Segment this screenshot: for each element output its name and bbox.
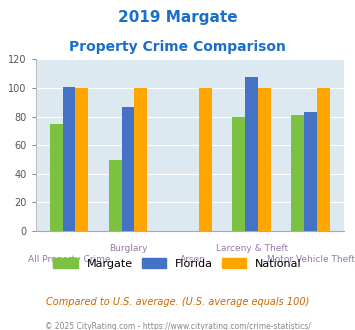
Bar [245, 77, 258, 231]
Bar [200, 88, 212, 231]
Text: © 2025 CityRating.com - https://www.cityrating.com/crime-statistics/: © 2025 CityRating.com - https://www.city… [45, 322, 310, 330]
Text: Burglary: Burglary [109, 244, 147, 253]
Bar [76, 88, 88, 231]
Bar [317, 88, 330, 231]
Text: All Property Crime: All Property Crime [28, 255, 110, 264]
Bar [291, 115, 304, 231]
Text: Motor Vehicle Theft: Motor Vehicle Theft [267, 255, 355, 264]
Bar [50, 124, 62, 231]
Bar [304, 112, 317, 231]
Bar [135, 88, 147, 231]
Bar [258, 88, 271, 231]
Text: Larceny & Theft: Larceny & Theft [216, 244, 288, 253]
Text: Compared to U.S. average. (U.S. average equals 100): Compared to U.S. average. (U.S. average … [46, 297, 309, 307]
Text: Property Crime Comparison: Property Crime Comparison [69, 40, 286, 53]
Bar [121, 107, 135, 231]
Text: 2019 Margate: 2019 Margate [118, 10, 237, 25]
Text: Arson: Arson [180, 255, 206, 264]
Legend: Margate, Florida, National: Margate, Florida, National [49, 253, 306, 273]
Bar [62, 86, 76, 231]
Bar [233, 116, 245, 231]
Bar [109, 159, 121, 231]
